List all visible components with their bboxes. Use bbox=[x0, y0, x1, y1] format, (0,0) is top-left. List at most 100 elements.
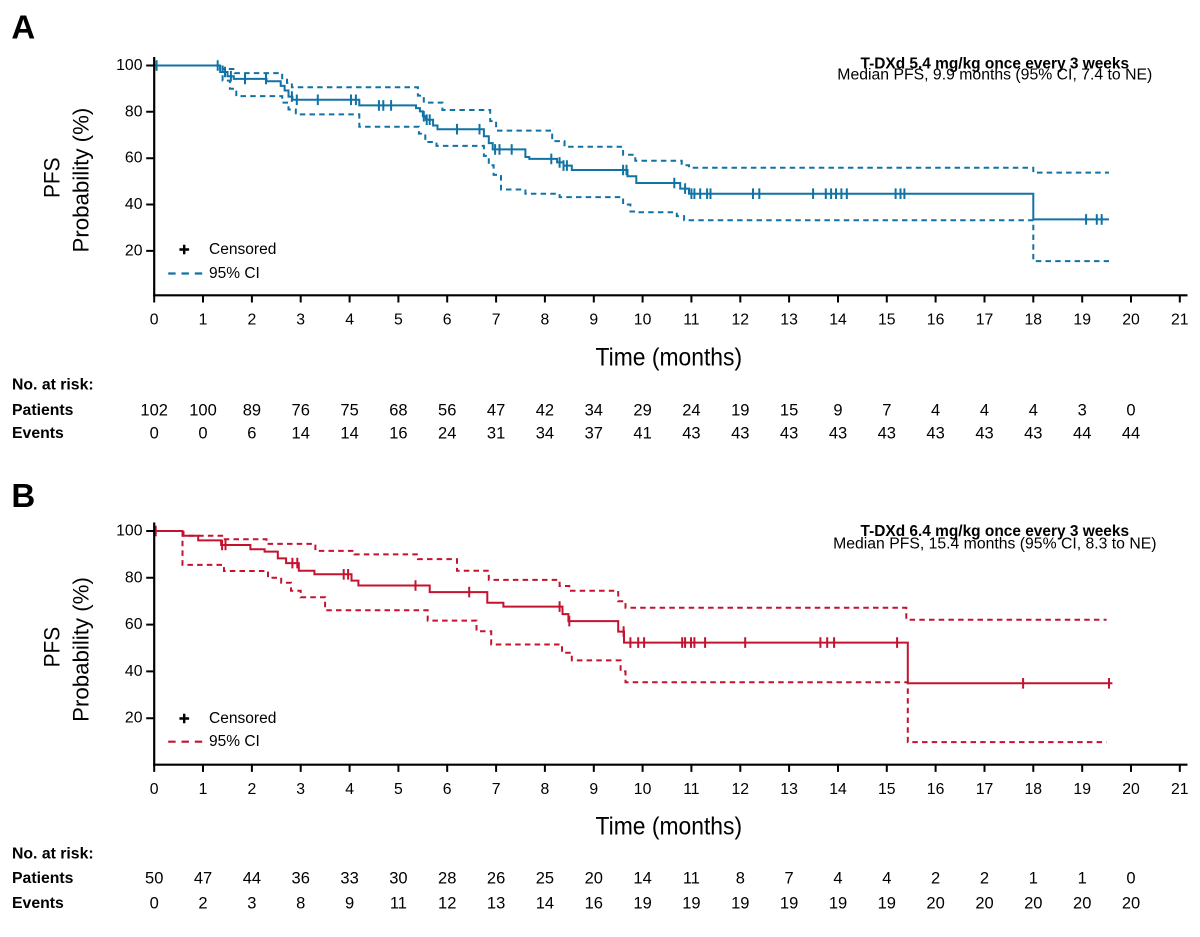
svg-text:7: 7 bbox=[492, 781, 501, 798]
svg-text:102: 102 bbox=[140, 402, 168, 420]
svg-text:0: 0 bbox=[1126, 402, 1135, 420]
svg-text:24: 24 bbox=[682, 402, 700, 420]
svg-text:14: 14 bbox=[829, 781, 847, 798]
svg-text:14: 14 bbox=[292, 424, 310, 442]
svg-text:29: 29 bbox=[633, 402, 651, 420]
svg-text:9: 9 bbox=[345, 895, 354, 913]
svg-text:11: 11 bbox=[390, 895, 407, 913]
svg-text:Patients: Patients bbox=[12, 402, 74, 419]
svg-text:T-DXd 6.4 mg/kg once every 3 w: T-DXd 6.4 mg/kg once every 3 weeks bbox=[861, 523, 1130, 540]
svg-text:100: 100 bbox=[116, 523, 143, 540]
svg-text:34: 34 bbox=[585, 402, 603, 420]
svg-text:4: 4 bbox=[345, 781, 354, 798]
svg-text:8: 8 bbox=[541, 781, 550, 798]
svg-text:0: 0 bbox=[150, 781, 159, 798]
svg-text:89: 89 bbox=[243, 402, 261, 420]
svg-text:40: 40 bbox=[125, 663, 143, 680]
svg-text:5: 5 bbox=[394, 312, 403, 329]
svg-text:21: 21 bbox=[1171, 312, 1189, 329]
svg-text:42: 42 bbox=[536, 402, 554, 420]
svg-text:2: 2 bbox=[980, 870, 989, 888]
svg-text:43: 43 bbox=[926, 424, 944, 442]
svg-text:PFS: PFS bbox=[40, 627, 65, 668]
svg-text:A: A bbox=[11, 9, 35, 46]
svg-text:T-DXd 5.4 mg/kg once every 3 w: T-DXd 5.4 mg/kg once every 3 weeks bbox=[861, 56, 1130, 73]
svg-text:Events: Events bbox=[12, 895, 64, 912]
svg-text:13: 13 bbox=[487, 895, 505, 913]
svg-text:14: 14 bbox=[633, 870, 651, 888]
svg-text:43: 43 bbox=[731, 424, 749, 442]
svg-text:3: 3 bbox=[1078, 402, 1087, 420]
svg-text:12: 12 bbox=[732, 312, 750, 329]
svg-text:16: 16 bbox=[585, 895, 603, 913]
svg-text:1: 1 bbox=[1029, 870, 1038, 888]
svg-text:80: 80 bbox=[125, 569, 143, 586]
svg-text:B: B bbox=[11, 477, 35, 514]
svg-text:15: 15 bbox=[780, 402, 798, 420]
svg-text:16: 16 bbox=[389, 424, 407, 442]
svg-text:Median PFS, 9.9 months (95% CI: Median PFS, 9.9 months (95% CI, 7.4 to N… bbox=[837, 67, 1152, 84]
svg-text:Censored: Censored bbox=[209, 710, 276, 727]
svg-text:Patients: Patients bbox=[12, 870, 74, 887]
svg-text:14: 14 bbox=[536, 895, 554, 913]
svg-text:100: 100 bbox=[116, 57, 143, 74]
svg-text:15: 15 bbox=[878, 312, 896, 329]
svg-text:20: 20 bbox=[585, 870, 603, 888]
svg-text:44: 44 bbox=[243, 870, 261, 888]
svg-text:10: 10 bbox=[634, 312, 652, 329]
svg-text:3: 3 bbox=[296, 781, 305, 798]
svg-text:PFS: PFS bbox=[40, 157, 65, 198]
svg-text:25: 25 bbox=[536, 870, 554, 888]
svg-text:2: 2 bbox=[198, 895, 207, 913]
svg-text:15: 15 bbox=[878, 781, 896, 798]
svg-text:8: 8 bbox=[736, 870, 745, 888]
svg-text:12: 12 bbox=[732, 781, 750, 798]
svg-text:28: 28 bbox=[438, 870, 456, 888]
svg-text:Time (months): Time (months) bbox=[596, 343, 743, 371]
svg-text:68: 68 bbox=[389, 402, 407, 420]
svg-text:17: 17 bbox=[976, 781, 994, 798]
svg-text:21: 21 bbox=[1171, 781, 1189, 798]
svg-text:0: 0 bbox=[150, 424, 159, 442]
svg-text:19: 19 bbox=[829, 895, 847, 913]
svg-text:33: 33 bbox=[340, 870, 358, 888]
svg-text:76: 76 bbox=[292, 402, 310, 420]
svg-text:56: 56 bbox=[438, 402, 456, 420]
svg-text:43: 43 bbox=[829, 424, 847, 442]
svg-text:4: 4 bbox=[980, 402, 989, 420]
svg-text:2: 2 bbox=[248, 312, 257, 329]
svg-text:19: 19 bbox=[731, 402, 749, 420]
svg-text:4: 4 bbox=[833, 870, 842, 888]
svg-text:37: 37 bbox=[585, 424, 603, 442]
svg-text:8: 8 bbox=[541, 312, 550, 329]
svg-text:80: 80 bbox=[125, 103, 143, 120]
svg-text:20: 20 bbox=[1122, 781, 1140, 798]
svg-text:9: 9 bbox=[589, 781, 598, 798]
svg-text:20: 20 bbox=[1122, 895, 1140, 913]
svg-text:5: 5 bbox=[394, 781, 403, 798]
svg-text:Time (months): Time (months) bbox=[596, 813, 743, 841]
svg-text:30: 30 bbox=[389, 870, 407, 888]
svg-text:1: 1 bbox=[199, 781, 208, 798]
svg-text:31: 31 bbox=[487, 424, 505, 442]
svg-text:50: 50 bbox=[145, 870, 163, 888]
svg-text:95% CI: 95% CI bbox=[209, 265, 260, 282]
svg-text:24: 24 bbox=[438, 424, 456, 442]
svg-text:19: 19 bbox=[1073, 781, 1091, 798]
svg-text:1: 1 bbox=[199, 312, 208, 329]
svg-text:1: 1 bbox=[1078, 870, 1087, 888]
svg-text:19: 19 bbox=[878, 895, 896, 913]
svg-text:40: 40 bbox=[125, 196, 143, 213]
svg-text:7: 7 bbox=[882, 402, 891, 420]
svg-text:19: 19 bbox=[780, 895, 798, 913]
svg-text:26: 26 bbox=[487, 870, 505, 888]
svg-text:No. at risk:: No. at risk: bbox=[12, 846, 94, 863]
svg-text:0: 0 bbox=[1126, 870, 1135, 888]
svg-text:6: 6 bbox=[443, 312, 452, 329]
svg-text:36: 36 bbox=[292, 870, 310, 888]
svg-text:8: 8 bbox=[296, 895, 305, 913]
svg-text:95% CI: 95% CI bbox=[209, 733, 260, 750]
svg-text:19: 19 bbox=[682, 895, 700, 913]
svg-text:47: 47 bbox=[487, 402, 505, 420]
svg-text:Probability (%): Probability (%) bbox=[69, 108, 94, 253]
